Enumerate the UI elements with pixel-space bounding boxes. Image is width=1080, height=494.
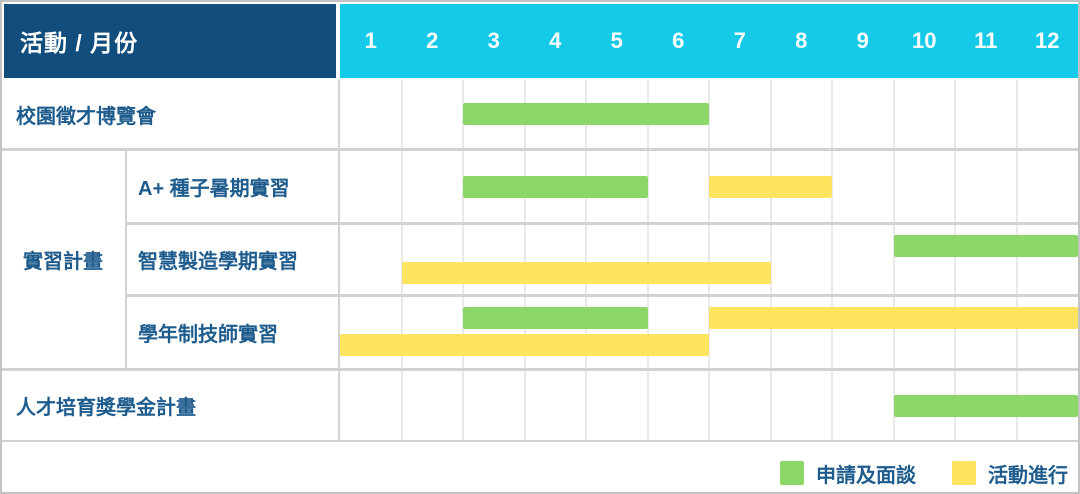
legend-swatch-apply-icon (780, 461, 804, 485)
month-header-cell: 1 (364, 28, 377, 53)
gantt-bar-apply (893, 235, 1078, 257)
gantt-bar-apply (463, 307, 648, 329)
month-header-cell: 9 (856, 28, 869, 53)
month-gridline (954, 80, 956, 440)
group-label-internship: 實習計畫 (0, 151, 126, 368)
month-header-cell: 12 (1035, 28, 1060, 53)
gantt-bar-apply (463, 103, 709, 125)
gantt-bar-ongoing (340, 334, 709, 356)
month-gridline (1015, 80, 1018, 440)
legend: 申請及面談 活動進行 (2, 442, 1078, 492)
month-header-cell: 2 (426, 28, 439, 53)
gantt-bar-ongoing (709, 307, 1078, 329)
legend-label-ongoing: 活動進行 (988, 464, 1068, 487)
month-header-cell: 11 (974, 28, 998, 53)
legend-item-ongoing: 活動進行 (952, 459, 1068, 488)
month-gridline (708, 80, 710, 440)
row-label: A+ 種子暑期實習 (138, 178, 290, 200)
row-label: 人才培育獎學金計畫 (16, 397, 196, 419)
row-separator (2, 368, 1078, 371)
row-label: 學年制技師實習 (138, 324, 278, 346)
month-header-cell: 4 (549, 28, 562, 53)
month-gridline (769, 80, 772, 440)
gantt-bar-apply (463, 175, 648, 198)
legend-item-apply: 申請及面談 (780, 459, 916, 488)
month-gridline (400, 80, 403, 440)
legend-swatch-ongoing-icon (952, 461, 976, 485)
month-header-cell: 7 (733, 28, 746, 53)
month-gridline (892, 80, 895, 440)
month-gridline (523, 80, 526, 440)
month-gridline (462, 80, 464, 440)
gantt-bar-ongoing (401, 262, 771, 284)
header-title: 活動 / 月份 (20, 30, 139, 56)
group-label-text: 實習計畫 (23, 251, 103, 273)
legend-label-apply: 申請及面談 (816, 464, 916, 487)
row-label: 智慧製造學期實習 (138, 251, 298, 273)
month-header-row: 1 2 3 4 5 6 7 8 9 10 11 12 (340, 4, 1078, 78)
group-sublabel-divider (125, 151, 127, 368)
month-header-cell: 5 (610, 28, 623, 53)
legend-separator (2, 440, 1078, 442)
row-label: 校園徵才博覽會 (16, 105, 156, 128)
gantt-bar-ongoing (709, 175, 832, 198)
month-header-cell: 10 (912, 28, 937, 53)
row-separator (126, 294, 1078, 297)
row-separator (2, 148, 1078, 151)
month-header-cell: 3 (487, 28, 500, 53)
header-activity-month: 活動 / 月份 (4, 4, 336, 78)
month-header-cell: 8 (795, 28, 808, 53)
row-separator (126, 222, 1078, 225)
label-month-divider (338, 80, 340, 440)
month-header-cell: 6 (672, 28, 685, 53)
gantt-bar-apply (893, 394, 1078, 417)
month-gridline (831, 80, 833, 440)
month-gridline (585, 80, 587, 440)
month-gridline (646, 80, 649, 440)
